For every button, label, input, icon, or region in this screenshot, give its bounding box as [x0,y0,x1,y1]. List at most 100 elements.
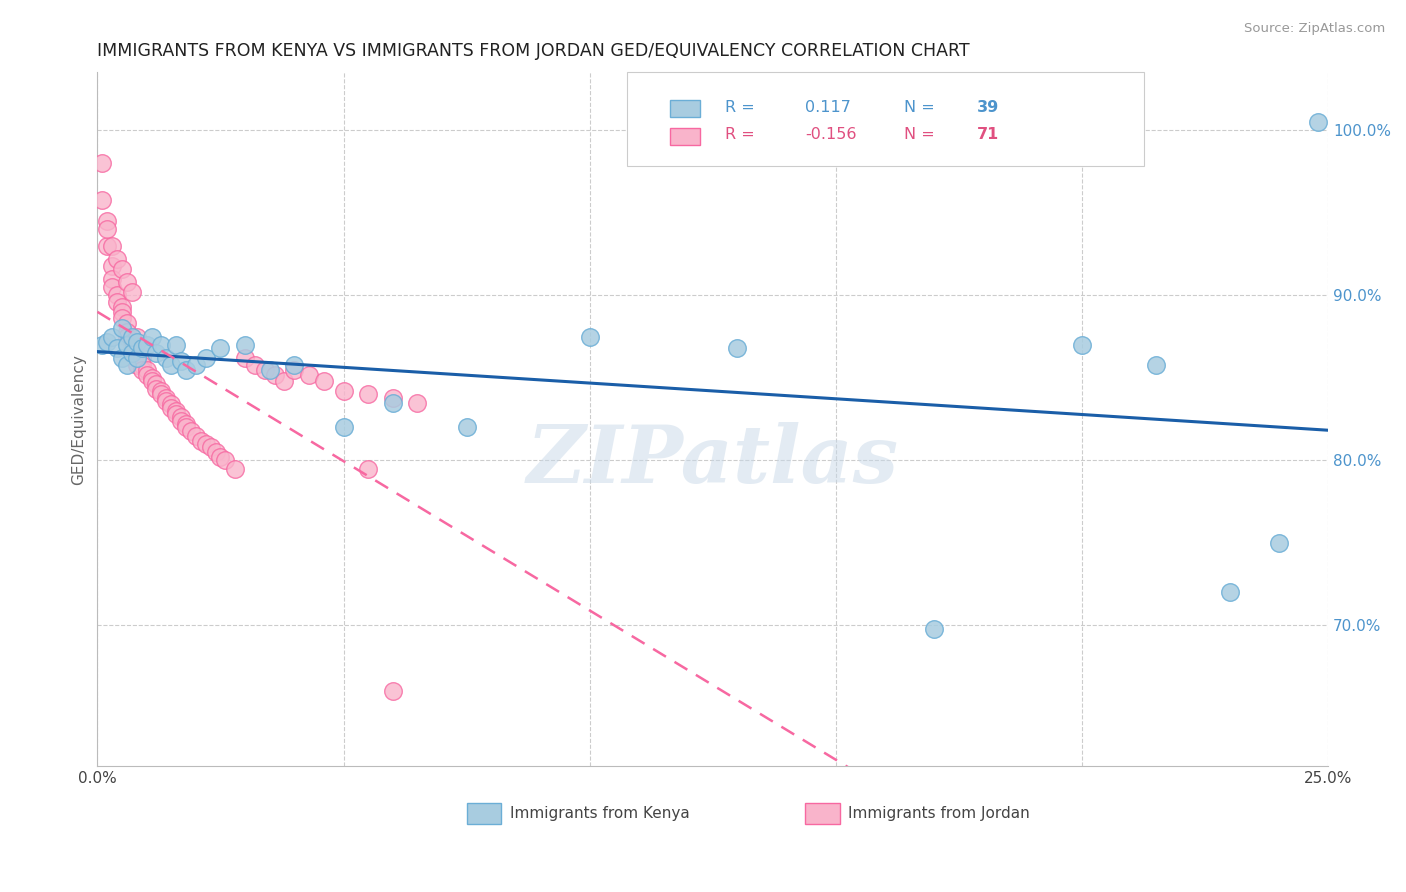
Point [145,383,167,397]
Text: N =: N = [904,128,934,143]
Text: 39: 39 [977,100,1000,114]
Point [922,622,945,636]
Point [115,275,138,289]
Point [170,354,193,368]
Point [174,362,197,376]
Point [233,338,256,352]
Point [160,397,183,411]
Point [101,272,124,286]
Point [121,346,143,360]
Point [214,453,236,467]
Text: Source: ZipAtlas.com: Source: ZipAtlas.com [1244,22,1385,36]
Point [115,358,138,372]
Point [283,362,305,376]
Point [233,351,256,365]
Point [141,329,163,343]
Point [165,407,187,421]
Point [135,362,157,376]
Text: Immigrants from Kenya: Immigrants from Kenya [509,806,689,822]
Point [406,395,429,409]
Point [115,329,138,343]
Point [155,391,177,405]
Point [111,351,134,365]
Point [91,338,114,352]
Point [381,395,404,409]
Point [150,384,173,398]
Y-axis label: GED/Equivalency: GED/Equivalency [72,353,86,484]
Point [1308,115,1330,129]
Point [105,294,128,309]
Point [381,391,404,405]
Point [204,445,226,459]
Point [209,450,232,464]
Point [283,358,305,372]
Text: Immigrants from Jordan: Immigrants from Jordan [848,806,1029,822]
Point [150,338,173,352]
Point [125,329,148,343]
Point [1219,585,1241,599]
Text: R =: R = [725,100,755,114]
Point [160,401,183,415]
Point [91,156,114,170]
Point [200,440,222,454]
Point [91,193,114,207]
Point [101,280,124,294]
Point [180,424,202,438]
Point [115,325,138,339]
Point [1268,536,1291,550]
Point [357,461,380,475]
Point [165,338,187,352]
Point [578,329,600,343]
Point [125,351,148,365]
Point [121,334,143,349]
Text: -0.156: -0.156 [806,128,856,143]
Point [121,285,143,299]
Point [184,428,207,442]
Text: N =: N = [904,100,934,114]
Point [111,321,134,335]
Point [131,362,153,376]
Point [145,377,167,392]
Text: 71: 71 [977,128,1000,143]
Point [96,239,118,253]
Point [101,239,124,253]
Text: 0.117: 0.117 [806,100,851,114]
Text: IMMIGRANTS FROM KENYA VS IMMIGRANTS FROM JORDAN GED/EQUIVALENCY CORRELATION CHAR: IMMIGRANTS FROM KENYA VS IMMIGRANTS FROM… [97,42,970,60]
Point [174,417,197,431]
Point [150,387,173,401]
Point [194,351,217,365]
Point [332,384,354,398]
Point [332,420,354,434]
Point [101,329,124,343]
Point [125,358,148,372]
Point [224,461,246,475]
Point [155,351,177,365]
Point [1144,358,1167,372]
Point [259,362,281,376]
Point [1071,338,1094,352]
Text: R =: R = [725,128,755,143]
Point [194,437,217,451]
Point [125,334,148,349]
Point [101,259,124,273]
Point [131,358,153,372]
Text: ZIPatlas: ZIPatlas [527,422,898,500]
FancyBboxPatch shape [669,128,700,145]
Point [111,261,134,276]
Point [121,329,143,343]
FancyBboxPatch shape [806,803,839,824]
Point [121,346,143,360]
Point [170,410,193,425]
Point [456,420,478,434]
Point [160,358,183,372]
Point [115,338,138,352]
Point [141,371,163,385]
Point [381,684,404,698]
Point [131,341,153,355]
Point [243,358,266,372]
Point [170,414,193,428]
Point [357,387,380,401]
Point [135,338,157,352]
Point [725,341,748,355]
Point [273,374,295,388]
